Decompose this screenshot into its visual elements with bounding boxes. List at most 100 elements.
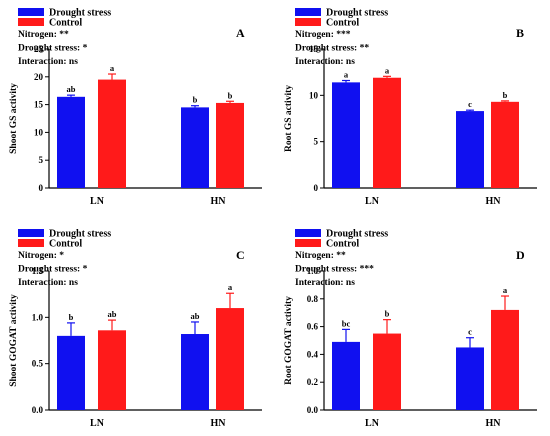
x-category-label: HN bbox=[211, 196, 227, 207]
bar-control-hn bbox=[216, 102, 244, 188]
bar-drought-ln bbox=[332, 341, 360, 410]
significance-letter: a bbox=[385, 65, 390, 75]
x-category-label: LN bbox=[365, 196, 380, 207]
y-tick-label: 5 bbox=[314, 137, 319, 147]
stats-line: Interaction: ns bbox=[295, 278, 355, 288]
x-category-label: LN bbox=[365, 418, 380, 429]
significance-letter: a bbox=[110, 63, 115, 73]
panel-letter: A bbox=[236, 26, 245, 40]
y-tick-label: 0.0 bbox=[307, 405, 319, 415]
legend-swatch-control bbox=[18, 239, 44, 247]
y-axis-label: Shoot GOGAT activity bbox=[9, 294, 19, 387]
stats-line: Drought stress: * bbox=[18, 44, 88, 54]
panel-letter: B bbox=[516, 26, 524, 40]
legend-label-control: Control bbox=[49, 239, 82, 250]
y-tick-label: 15 bbox=[309, 44, 319, 54]
significance-letter: bc bbox=[342, 318, 351, 328]
significance-letter: a bbox=[344, 70, 349, 80]
bar-control-hn bbox=[216, 308, 244, 410]
stats-line: Nitrogen: * bbox=[18, 251, 64, 261]
panel-letter: C bbox=[236, 248, 245, 262]
bar-drought-ln bbox=[332, 82, 360, 188]
legend-label-drought: Drought stress bbox=[49, 8, 111, 19]
y-axis-label: Root GOGAT activity bbox=[284, 296, 294, 385]
significance-letter: b bbox=[503, 90, 508, 100]
x-category-label: HN bbox=[486, 196, 502, 207]
legend-label-drought: Drought stress bbox=[326, 8, 388, 19]
legend-label-drought: Drought stress bbox=[326, 229, 388, 240]
legend-swatch-control bbox=[18, 18, 44, 26]
bar-control-ln bbox=[98, 79, 126, 188]
stats-line: Drought stress: *** bbox=[295, 265, 374, 275]
legend-swatch-control bbox=[295, 239, 321, 247]
significance-letter: b bbox=[69, 312, 74, 322]
stats-line: Drought stress: ** bbox=[295, 44, 369, 54]
bar-drought-hn bbox=[456, 111, 484, 188]
significance-letter: ab bbox=[108, 309, 117, 319]
y-tick-label: 10 bbox=[309, 90, 319, 100]
x-category-label: HN bbox=[486, 418, 502, 429]
legend-label-control: Control bbox=[326, 18, 359, 29]
legend-swatch-drought bbox=[18, 229, 44, 237]
x-category-label: LN bbox=[90, 418, 105, 429]
significance-letter: ab bbox=[67, 84, 76, 94]
significance-letter: c bbox=[468, 99, 472, 109]
stats-line: Interaction: ns bbox=[18, 278, 78, 288]
y-tick-label: 25 bbox=[34, 44, 44, 54]
bar-control-hn bbox=[491, 309, 519, 410]
y-axis-label: Root GS activity bbox=[284, 85, 294, 152]
bar-drought-ln bbox=[57, 335, 85, 410]
y-tick-label: 0.6 bbox=[307, 322, 319, 332]
bar-drought-hn bbox=[181, 107, 209, 188]
y-tick-label: 1.5 bbox=[32, 266, 44, 276]
y-tick-label: 1.0 bbox=[307, 266, 319, 276]
legend-swatch-drought bbox=[18, 8, 44, 16]
x-category-label: HN bbox=[211, 418, 227, 429]
legend-swatch-drought bbox=[295, 229, 321, 237]
bar-control-ln bbox=[373, 77, 401, 188]
y-tick-label: 0.0 bbox=[32, 405, 44, 415]
stats-line: Interaction: ns bbox=[295, 57, 355, 67]
bar-control-ln bbox=[98, 330, 126, 410]
significance-letter: b bbox=[385, 309, 390, 319]
y-axis-label: Shoot GS activity bbox=[9, 83, 19, 154]
y-tick-label: 10 bbox=[34, 127, 44, 137]
y-tick-label: 0.5 bbox=[32, 359, 44, 369]
bar-drought-hn bbox=[456, 347, 484, 410]
y-tick-label: 0 bbox=[39, 183, 44, 193]
bar-control-hn bbox=[491, 101, 519, 188]
stats-line: Nitrogen: ** bbox=[18, 30, 69, 40]
y-tick-label: 0 bbox=[314, 183, 319, 193]
significance-letter: c bbox=[468, 327, 472, 337]
y-tick-label: 0.4 bbox=[307, 349, 319, 359]
y-tick-label: 5 bbox=[39, 155, 44, 165]
legend-swatch-control bbox=[295, 18, 321, 26]
legend-label-drought: Drought stress bbox=[49, 229, 111, 240]
stats-line: Interaction: ns bbox=[18, 57, 78, 67]
bar-control-ln bbox=[373, 333, 401, 410]
legend-label-control: Control bbox=[326, 239, 359, 250]
bar-drought-hn bbox=[181, 334, 209, 410]
x-category-label: LN bbox=[90, 196, 105, 207]
stats-line: Drought stress: * bbox=[18, 265, 88, 275]
significance-letter: b bbox=[228, 90, 233, 100]
legend-label-control: Control bbox=[49, 18, 82, 29]
stats-line: Nitrogen: *** bbox=[295, 30, 351, 40]
significance-letter: ab bbox=[191, 311, 200, 321]
significance-letter: a bbox=[228, 282, 233, 292]
y-tick-label: 0.8 bbox=[307, 294, 319, 304]
panel-letter: D bbox=[516, 248, 525, 262]
y-tick-label: 0.2 bbox=[307, 377, 319, 387]
stats-line: Nitrogen: ** bbox=[295, 251, 346, 261]
significance-letter: b bbox=[193, 95, 198, 105]
y-tick-label: 20 bbox=[34, 72, 44, 82]
legend-swatch-drought bbox=[295, 8, 321, 16]
y-tick-label: 15 bbox=[34, 100, 44, 110]
bar-drought-ln bbox=[57, 96, 85, 188]
y-tick-label: 1.0 bbox=[32, 312, 44, 322]
